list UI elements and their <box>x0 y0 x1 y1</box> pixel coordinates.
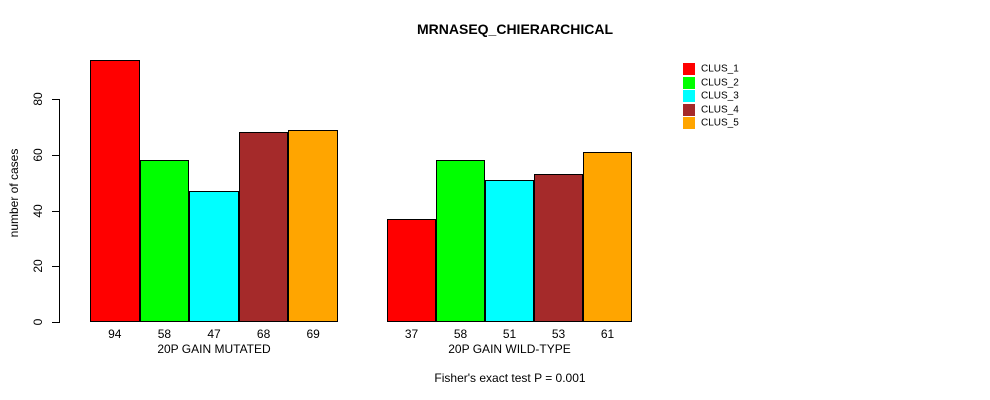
bar-clus_1-group2 <box>387 218 436 322</box>
bar-value-label: 53 <box>551 327 566 341</box>
legend-swatch-clus_4 <box>683 103 695 116</box>
y-axis-tick <box>52 154 59 156</box>
x-group-label: 20P GAIN MUTATED <box>157 342 271 356</box>
y-axis-line <box>59 99 60 323</box>
bar-clus_4-group2 <box>534 174 583 322</box>
legend-swatch-clus_3 <box>683 90 695 102</box>
bar-value-label: 69 <box>306 327 320 341</box>
bar-value-label: 94 <box>108 327 122 341</box>
legend-label-clus_5: CLUS_5 <box>701 117 739 129</box>
legend-swatch-clus_1 <box>683 63 695 75</box>
bar-clus_3-group2 <box>485 179 534 322</box>
bar-clus_5-group2 <box>583 151 632 322</box>
legend-label-clus_4: CLUS_4 <box>701 104 739 115</box>
bar-value-label: 51 <box>502 327 517 341</box>
chart-title: MRNASEQ_CHIERARCHICAL <box>416 21 614 37</box>
legend-label-clus_3: CLUS_3 <box>701 90 739 102</box>
bar-value-label: 37 <box>404 327 419 341</box>
bar-clus_2-group1 <box>139 160 190 322</box>
bar-value-label: 47 <box>207 327 221 341</box>
bar-value-label: 61 <box>600 327 615 341</box>
bar-clus_1-group1 <box>90 59 140 322</box>
legend-label-clus_1: CLUS_1 <box>701 63 739 75</box>
y-axis-tick <box>52 99 59 100</box>
legend-label-clus_2: CLUS_2 <box>701 77 739 88</box>
bar-clus_5-group1 <box>288 129 338 322</box>
bar-clus_2-group2 <box>436 160 485 322</box>
bar-value-label: 68 <box>256 327 271 341</box>
bar-clus_4-group1 <box>238 132 289 322</box>
y-axis-tick <box>52 266 59 268</box>
legend-swatch-clus_5 <box>683 117 695 129</box>
bar-value-label: 58 <box>157 327 172 341</box>
y-axis-tick <box>52 322 59 323</box>
x-group-label: 20P GAIN WILD-TYPE <box>448 342 571 356</box>
annotation-text: Fisher's exact test P = 0.001 <box>434 371 586 385</box>
bar-clus_3-group1 <box>189 190 239 322</box>
bar-value-label: 58 <box>453 327 468 341</box>
legend-swatch-clus_2 <box>683 76 695 89</box>
y-axis-tick <box>52 210 59 212</box>
